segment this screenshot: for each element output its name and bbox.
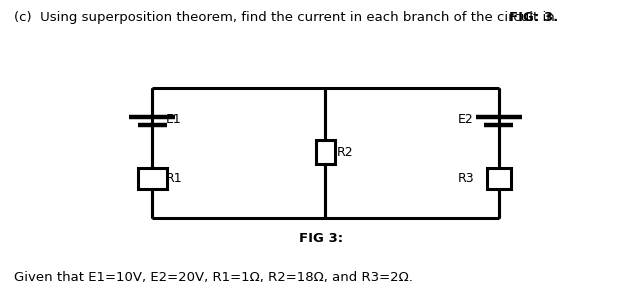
- Text: E1: E1: [166, 113, 181, 126]
- Text: R1: R1: [166, 172, 183, 185]
- Bar: [138, 168, 166, 189]
- Bar: [487, 168, 510, 189]
- Text: FIG 3:: FIG 3:: [299, 232, 343, 245]
- Text: (c)  Using superposition theorem, find the current in each branch of the circuit: (c) Using superposition theorem, find th…: [14, 11, 559, 23]
- Text: R2: R2: [337, 145, 353, 159]
- Text: FIG: 3.: FIG: 3.: [509, 11, 558, 23]
- Text: R3: R3: [458, 172, 474, 185]
- Text: E2: E2: [458, 113, 474, 126]
- Bar: [316, 140, 335, 164]
- Text: Given that E1=10V, E2=20V, R1=1Ω, R2=18Ω, and R3=2Ω.: Given that E1=10V, E2=20V, R1=1Ω, R2=18Ω…: [14, 272, 412, 284]
